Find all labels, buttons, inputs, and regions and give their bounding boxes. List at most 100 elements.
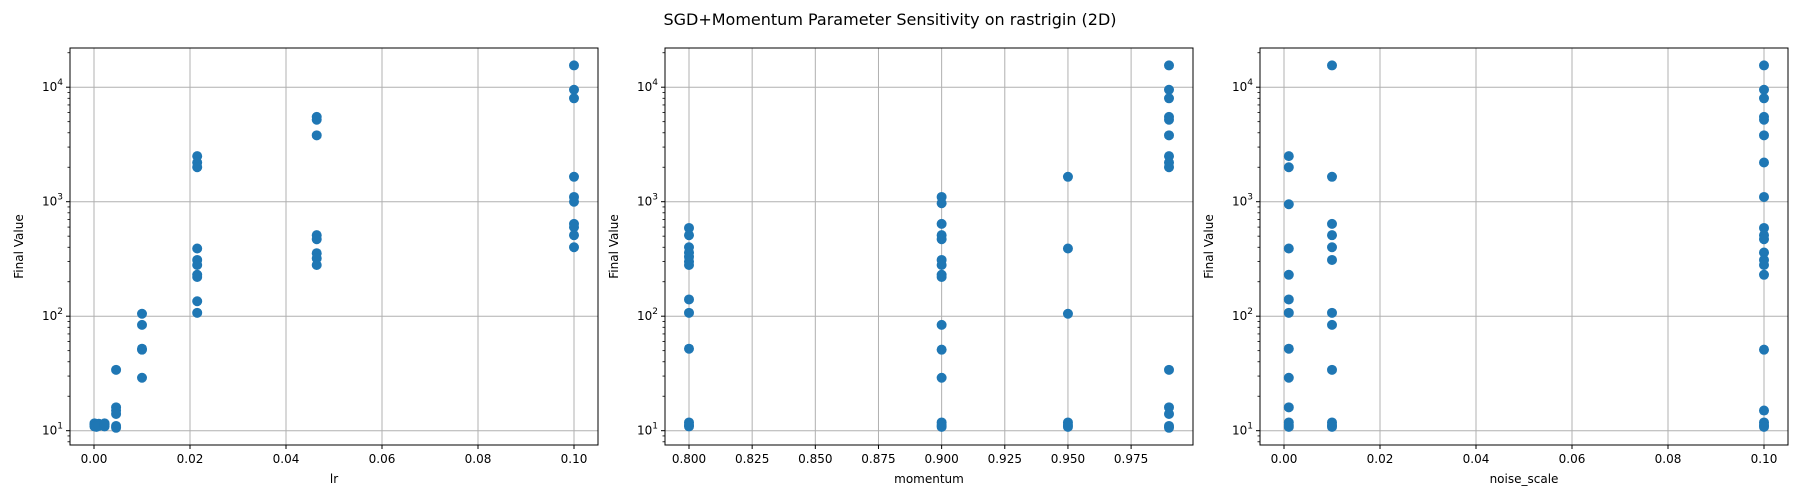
data-point: [684, 307, 694, 318]
data-point: [137, 308, 147, 319]
data-point: [936, 319, 947, 330]
x-tick-label: 0.02: [177, 452, 204, 466]
subplot-1: 0.00 0.02 0.04 0.06 0.08 0.10 101 102 103 104 lr Fi…: [12, 47, 599, 486]
x-tick-label: 0.04: [1463, 452, 1490, 466]
data-point: [1759, 222, 1769, 233]
data-point: [1283, 307, 1294, 318]
subplots: 0.00 0.02 0.04 0.06 0.08 0.10 101 102 103 104 lr Fi…: [12, 47, 1789, 486]
x-tick-label: 0.06: [369, 452, 396, 466]
data-point: [192, 307, 203, 318]
figure-title: SGD+Momentum Parameter Sensitivity on ra…: [663, 10, 1116, 29]
data-point: [1327, 230, 1337, 241]
x-axis-label: momentum: [894, 472, 964, 486]
data-point: [311, 114, 322, 125]
x-axis-label: noise_scale: [1490, 472, 1559, 486]
y-tick-label: 104: [637, 78, 658, 94]
data-point: [192, 271, 203, 282]
data-point: [936, 372, 947, 383]
x-tick-label: 0.00: [1271, 452, 1298, 466]
data-point: [936, 271, 947, 282]
data-point: [569, 93, 579, 104]
data-point: [1283, 402, 1294, 413]
data-point: [684, 230, 694, 241]
data-point: [1164, 364, 1174, 375]
data-point: [192, 260, 203, 271]
data-point: [1327, 421, 1337, 432]
data-point: [1327, 218, 1337, 229]
data-point: [137, 344, 147, 355]
data-point: [1759, 344, 1769, 355]
data-point: [1164, 114, 1174, 125]
data-point: [111, 408, 122, 419]
y-tick-label: 102: [637, 307, 658, 323]
axes-frame: [1259, 47, 1789, 446]
y-tick-label: 101: [1232, 422, 1253, 438]
data-point: [1062, 421, 1073, 432]
y-tick-label: 103: [637, 193, 658, 209]
data-point: [936, 218, 947, 229]
x-tick-label: 0.875: [861, 452, 895, 466]
data-point: [936, 234, 947, 245]
data-point: [192, 243, 203, 254]
data-point: [311, 260, 322, 271]
x-tick-label: 0.02: [1367, 452, 1394, 466]
data-point: [569, 60, 579, 71]
data-point: [111, 364, 122, 375]
x-tick-label: 0.10: [1751, 452, 1778, 466]
data-point: [1759, 157, 1769, 168]
x-tick-label: 0.850: [798, 452, 832, 466]
data-point: [936, 344, 947, 355]
data-point: [936, 198, 947, 209]
data-point: [311, 234, 322, 245]
y-tick-label: 104: [42, 78, 63, 94]
data-point: [1164, 93, 1174, 104]
data-point: [1164, 422, 1174, 433]
x-tick-label: 0.975: [1114, 452, 1148, 466]
data-point: [1327, 319, 1337, 330]
data-point: [936, 260, 947, 271]
y-axis-label: Final Value: [12, 214, 26, 278]
axes-frame: [69, 47, 599, 446]
data-point: [1164, 130, 1174, 141]
data-point: [1283, 269, 1294, 280]
x-axis-label: lr: [330, 472, 338, 486]
x-tick-label: 0.950: [1051, 452, 1085, 466]
data-point: [684, 260, 694, 271]
x-tick-label: 0.04: [273, 452, 300, 466]
y-tick-label: 101: [42, 422, 63, 438]
data-point: [111, 422, 122, 433]
data-point: [684, 421, 694, 432]
data-point: [684, 343, 694, 354]
y-axis-label: Final Value: [607, 214, 621, 278]
data-point: [1164, 162, 1174, 173]
x-tick-label: 0.00: [81, 452, 108, 466]
x-tick-label: 0.08: [465, 452, 492, 466]
data-point: [1759, 60, 1769, 71]
data-point: [192, 162, 203, 173]
data-point: [1283, 372, 1294, 383]
data-point: [1164, 60, 1174, 71]
data-point: [137, 319, 147, 330]
data-point: [1759, 84, 1769, 95]
data-point: [1283, 294, 1294, 305]
y-axis-label: Final Value: [1202, 214, 1216, 278]
data-point: [569, 222, 579, 233]
data-point: [1327, 307, 1337, 318]
x-tick-label: 0.10: [561, 452, 588, 466]
data-point: [1759, 234, 1769, 245]
x-tick-label: 0.08: [1655, 452, 1682, 466]
data-point: [1759, 247, 1769, 258]
data-point: [1283, 343, 1294, 354]
y-tick-label: 103: [42, 193, 63, 209]
subplot-2: 0.800 0.825 0.850 0.875 0.900 0.925 0.950 0.975…: [607, 47, 1194, 486]
subplot-3: 0.00 0.02 0.04 0.06 0.08 0.10 101 102 103 104 nois…: [1202, 47, 1789, 486]
data-point: [1759, 405, 1769, 416]
data-point: [684, 222, 694, 233]
data-point: [1327, 60, 1337, 71]
data-point: [1164, 84, 1174, 95]
data-point: [192, 296, 203, 307]
data-point: [1062, 171, 1073, 182]
data-point: [1062, 243, 1073, 254]
data-point: [1759, 191, 1769, 202]
